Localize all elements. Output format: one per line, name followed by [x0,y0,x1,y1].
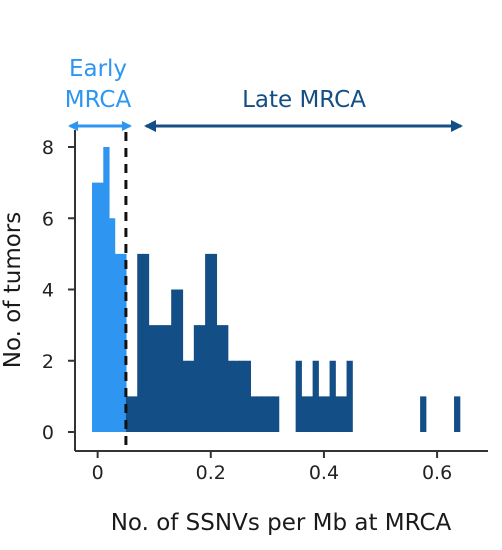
histogram-bar-late-34 [335,396,342,433]
histogram-bar-late-9 [176,289,184,432]
histogram-bar-late-27 [295,360,302,432]
histogram-bar-late-7 [165,325,172,433]
histogram-bar-late-2 [137,253,144,433]
histogram-bar-late-4 [148,325,155,433]
histogram-bar-late-18 [227,360,235,432]
early-mrca-label-line-0: Early [69,56,127,82]
histogram-bar-late-25 [267,396,274,433]
y-tick-label-0: 0 [42,422,54,444]
histogram-bar-late-14 [205,253,212,433]
histogram-bar-late-37 [420,396,427,433]
early-mrca-label-line-1: MRCA [65,87,132,113]
histogram-bar-late-11 [188,360,195,432]
annotations: Early MRCA Late MRCA [65,56,463,132]
histogram-bar-late-29 [306,396,314,433]
histogram-bar-late-36 [346,360,353,432]
histogram-bar-late-5 [154,325,161,433]
histogram-bar-late-26 [273,396,280,433]
x-tick-label-2: 0.4 [309,462,339,484]
histogram-bar-late-28 [301,396,308,433]
late-mrca-label-line-0: Late MRCA [242,87,366,113]
histogram-bar-early-3 [108,218,116,432]
histogram-bar-late-38 [454,396,461,433]
histogram-bar-late-20 [239,360,246,432]
histogram-bar-early-4 [114,253,121,433]
histogram-bar-late-21 [244,360,251,432]
histogram-bar-late-12 [193,325,201,433]
histogram-bar-late-8 [171,289,178,432]
y-axis-title: No. of tumors [0,212,26,369]
histogram-bar-late-0 [125,396,133,433]
histogram-bar-early-0 [91,182,99,433]
x-tick-label-0: 0 [92,462,104,484]
histogram-bar-late-31 [318,396,325,433]
histogram-bar-late-32 [323,396,331,433]
histogram-bar-late-30 [312,360,319,432]
histogram-bar-early-2 [103,147,110,432]
histogram-bar-late-35 [340,396,348,433]
x-axis-title: No. of SSNVs per Mb at MRCA [111,510,452,536]
y-tick-label-1: 2 [42,351,54,373]
bars-layer [91,147,461,433]
histogram-bar-late-22 [250,396,257,433]
histogram-bar-late-19 [233,360,240,432]
histogram-bar-late-23 [256,396,263,433]
histogram-bar-late-10 [182,360,189,432]
histogram-bar-late-1 [131,396,138,433]
histogram-bar-late-6 [159,325,167,433]
ticks: 0 0.2 0.4 0.6 0 2 4 6 8 [42,137,452,484]
histogram-bar-late-13 [199,325,206,433]
histogram-bar-late-16 [216,325,223,433]
histogram-bar-late-15 [210,253,218,433]
histogram-bar-late-3 [142,253,150,433]
histogram-bar-late-17 [222,325,229,433]
y-tick-label-4: 8 [42,137,54,159]
y-tick-label-3: 6 [42,208,54,230]
y-tick-label-2: 4 [42,280,54,302]
histogram-bar-early-1 [97,182,104,433]
x-tick-label-3: 0.6 [422,462,452,484]
histogram-bar-late-33 [329,360,336,432]
histogram-bar-early-5 [120,253,127,433]
x-tick-label-1: 0.2 [196,462,226,484]
histogram-bar-late-24 [261,396,268,433]
